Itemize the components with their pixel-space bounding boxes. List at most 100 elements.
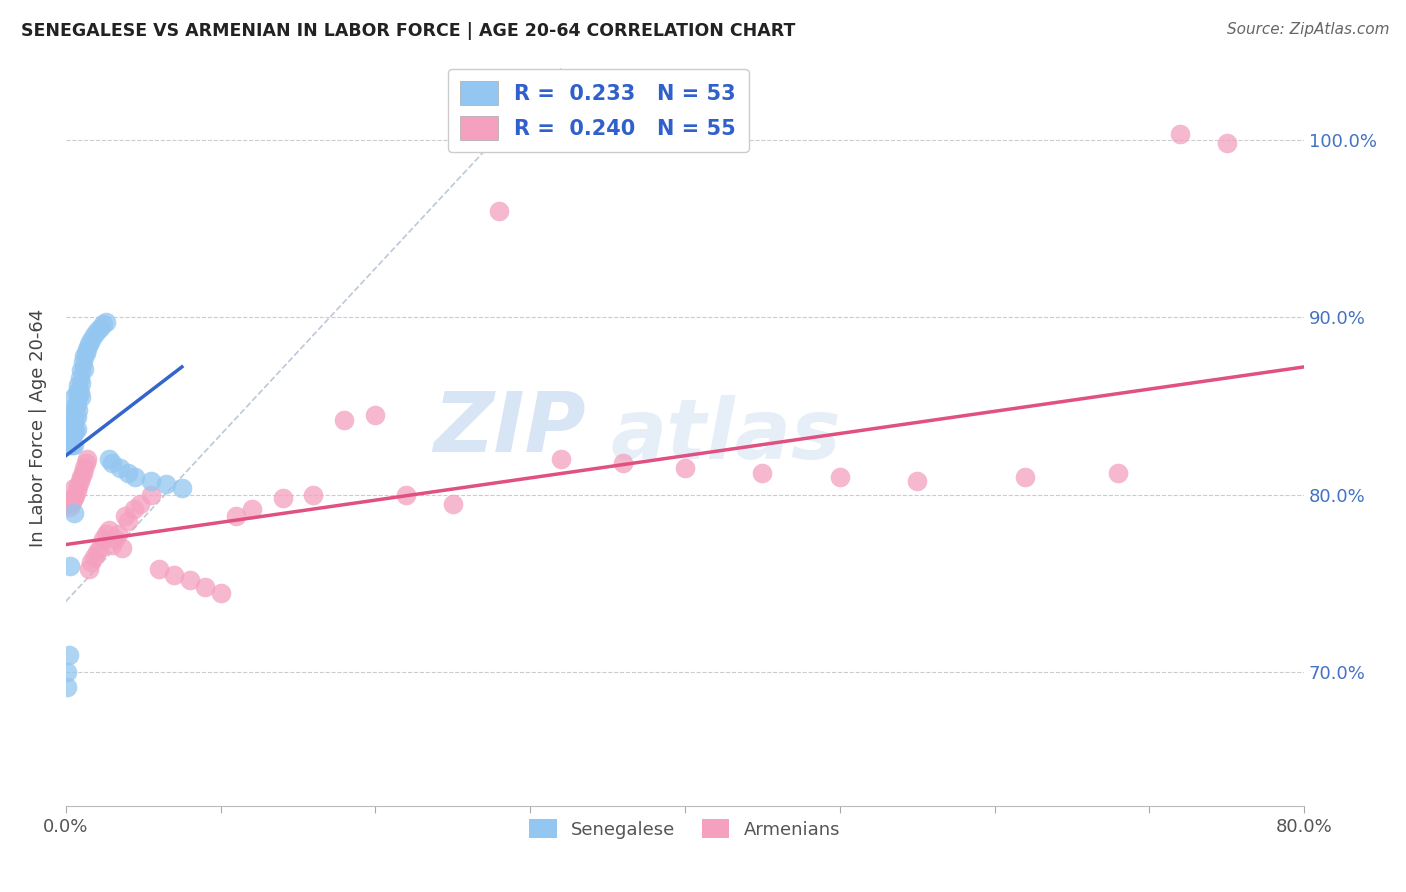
- Point: [1168, 127, 1191, 141]
- Point: [79, 333, 101, 347]
- Point: [66, 422, 89, 436]
- Point: [194, 580, 217, 594]
- Point: [66, 384, 89, 399]
- Point: [1107, 467, 1129, 481]
- Point: [70, 390, 93, 404]
- Point: [56, 665, 79, 680]
- Point: [101, 456, 124, 470]
- Point: [86, 324, 108, 338]
- Point: [225, 509, 247, 524]
- Point: [101, 537, 124, 551]
- Point: [72, 467, 94, 481]
- Point: [62, 481, 84, 495]
- Point: [60, 438, 83, 452]
- Point: [673, 461, 696, 475]
- Point: [79, 555, 101, 569]
- Point: [75, 345, 97, 359]
- Point: [98, 452, 121, 467]
- Point: [86, 544, 108, 558]
- Point: [155, 477, 177, 491]
- Point: [63, 488, 86, 502]
- Point: [110, 541, 132, 555]
- Point: [67, 377, 90, 392]
- Point: [94, 316, 117, 330]
- Point: [271, 491, 294, 506]
- Point: [59, 500, 82, 515]
- Point: [114, 509, 136, 524]
- Point: [139, 488, 162, 502]
- Point: [89, 321, 111, 335]
- Point: [124, 470, 146, 484]
- Point: [60, 413, 83, 427]
- Text: atlas: atlas: [610, 395, 841, 476]
- Point: [828, 470, 851, 484]
- Point: [59, 558, 82, 573]
- Point: [108, 461, 131, 475]
- Point: [69, 370, 91, 384]
- Point: [66, 409, 89, 424]
- Point: [73, 349, 96, 363]
- Point: [905, 474, 928, 488]
- Point: [302, 488, 325, 502]
- Point: [612, 456, 634, 470]
- Point: [62, 438, 84, 452]
- Point: [63, 424, 86, 438]
- Point: [117, 515, 139, 529]
- Point: [395, 488, 418, 502]
- Text: ZIP: ZIP: [433, 388, 586, 468]
- Point: [89, 541, 111, 555]
- Point: [69, 384, 91, 399]
- Point: [62, 402, 84, 417]
- Point: [364, 408, 387, 422]
- Point: [67, 402, 90, 417]
- Point: [62, 425, 84, 440]
- Point: [59, 429, 82, 443]
- Point: [107, 527, 129, 541]
- Point: [129, 497, 152, 511]
- Point: [240, 502, 263, 516]
- Point: [70, 376, 93, 390]
- Point: [58, 497, 80, 511]
- Point: [58, 648, 80, 662]
- Point: [170, 481, 193, 495]
- Point: [66, 484, 89, 499]
- Point: [122, 502, 145, 516]
- Point: [62, 506, 84, 520]
- Point: [59, 438, 82, 452]
- Point: [75, 456, 97, 470]
- Point: [69, 474, 91, 488]
- Point: [76, 342, 98, 356]
- Point: [60, 425, 83, 440]
- Point: [58, 420, 80, 434]
- Point: [63, 411, 86, 425]
- Point: [60, 495, 83, 509]
- Point: [488, 203, 510, 218]
- Point: [66, 397, 89, 411]
- Point: [148, 562, 170, 576]
- Point: [77, 562, 100, 576]
- Point: [62, 390, 84, 404]
- Point: [94, 527, 117, 541]
- Point: [83, 327, 105, 342]
- Point: [73, 361, 96, 376]
- Point: [58, 408, 80, 422]
- Point: [76, 452, 98, 467]
- Y-axis label: In Labor Force | Age 20-64: In Labor Force | Age 20-64: [30, 309, 46, 548]
- Point: [98, 524, 121, 538]
- Point: [67, 479, 90, 493]
- Point: [1014, 470, 1036, 484]
- Point: [91, 533, 114, 547]
- Point: [56, 680, 79, 694]
- Point: [333, 413, 356, 427]
- Point: [91, 318, 114, 332]
- Point: [139, 474, 162, 488]
- Point: [77, 336, 100, 351]
- Legend: Senegalese, Armenians: Senegalese, Armenians: [522, 812, 848, 846]
- Point: [104, 533, 127, 547]
- Text: SENEGALESE VS ARMENIAN IN LABOR FORCE | AGE 20-64 CORRELATION CHART: SENEGALESE VS ARMENIAN IN LABOR FORCE | …: [21, 22, 796, 40]
- Point: [62, 491, 84, 506]
- Point: [179, 573, 201, 587]
- Point: [73, 461, 96, 475]
- Point: [63, 399, 86, 413]
- Point: [67, 390, 90, 404]
